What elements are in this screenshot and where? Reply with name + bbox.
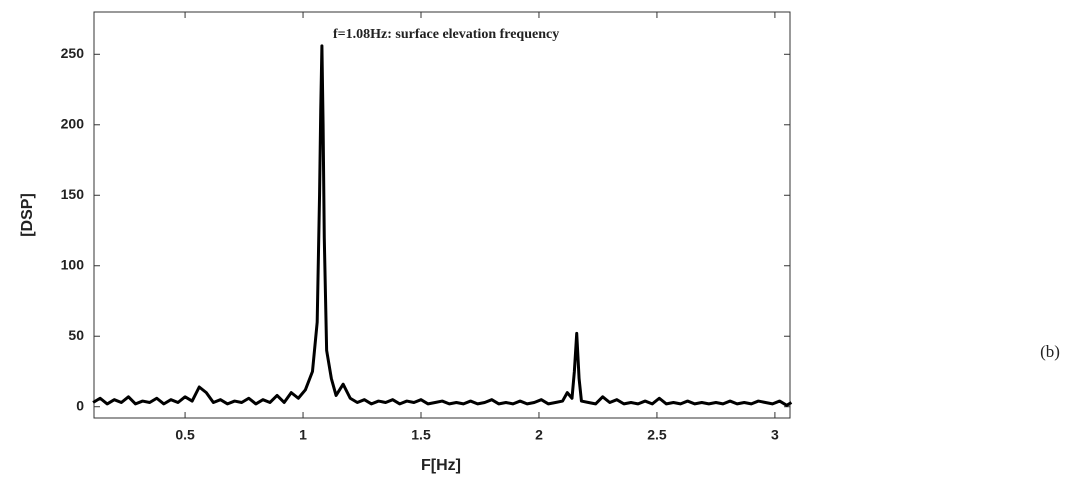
x-tick-label: 2 <box>535 427 543 443</box>
x-tick-label: 1.5 <box>411 427 431 443</box>
x-tick-label: 0.5 <box>175 427 195 443</box>
y-tick-label: 200 <box>61 115 85 131</box>
x-tick-label: 3 <box>771 427 779 443</box>
x-tick-label: 1 <box>299 427 307 443</box>
y-tick-label: 100 <box>61 256 85 272</box>
panel-label: (b) <box>1040 342 1060 361</box>
y-tick-label: 0 <box>76 397 84 413</box>
y-tick-label: 50 <box>68 327 84 343</box>
y-tick-label: 150 <box>61 186 85 202</box>
x-axis-label: F[Hz] <box>421 457 461 474</box>
x-tick-label: 2.5 <box>647 427 667 443</box>
y-axis-label: [DSP] <box>19 193 36 237</box>
annotation: f=1.08Hz: surface elevation frequency <box>333 27 559 42</box>
y-tick-label: 250 <box>61 45 85 61</box>
plot-frame <box>93 11 791 419</box>
spectrum-line <box>92 44 793 407</box>
